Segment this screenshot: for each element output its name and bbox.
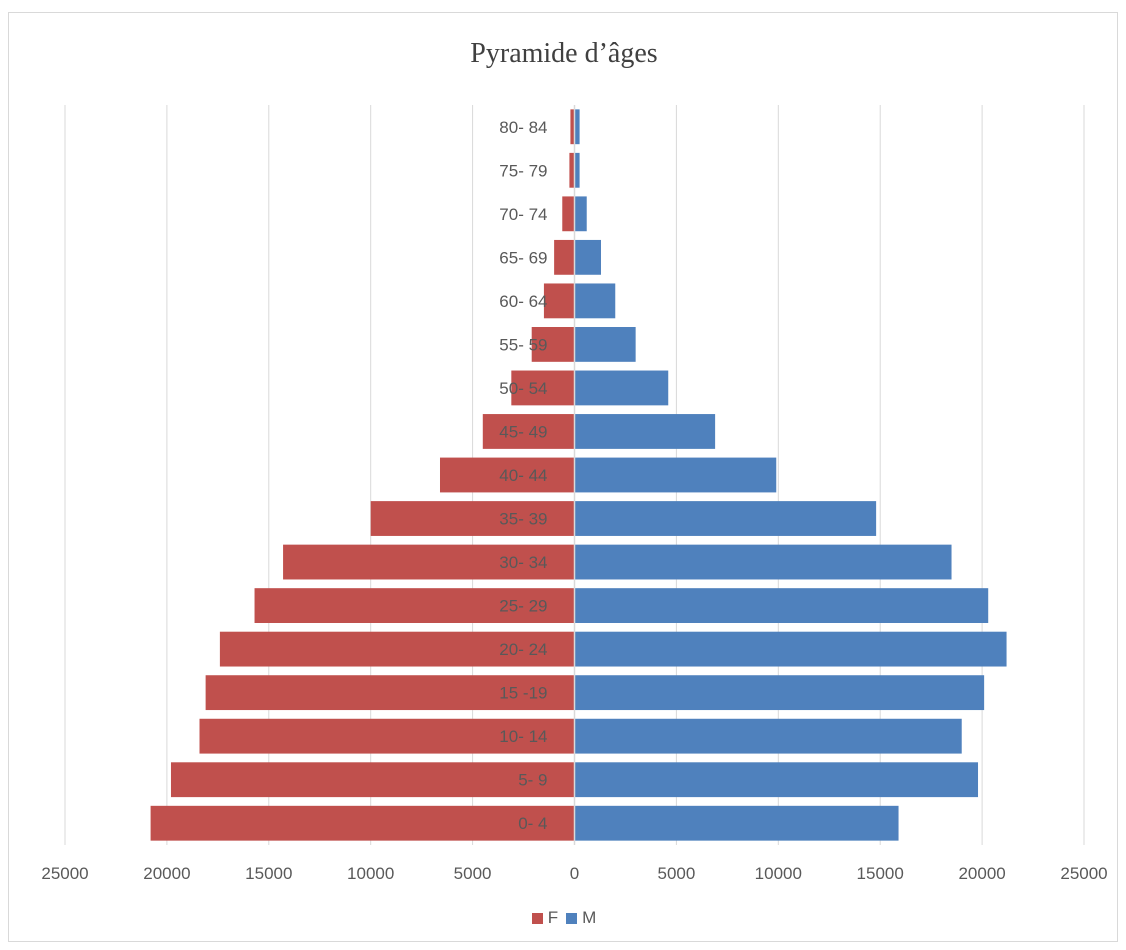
- category-label: 25- 29: [499, 597, 547, 616]
- bar-m: [574, 501, 877, 536]
- bar-m: [574, 414, 716, 449]
- bar-f: [254, 588, 575, 623]
- category-label: 45- 49: [499, 422, 547, 441]
- x-tick-label: 0: [570, 864, 579, 883]
- bar-f: [150, 805, 575, 841]
- x-tick-label: 10000: [755, 864, 802, 883]
- chart-title: Pyramide d’âges: [470, 38, 658, 69]
- bar-m: [574, 718, 962, 754]
- x-tick-label: 5000: [454, 864, 492, 883]
- x-tick-label: 20000: [958, 864, 1005, 883]
- legend-item: F: [531, 908, 559, 928]
- bar-m: [574, 109, 580, 145]
- category-labels: 0- 4 5- 9 10- 14 15 -19 20- 24 25- 29 30- 34 35…: [499, 118, 547, 833]
- x-tick-label: 25000: [41, 864, 88, 883]
- category-label: 10- 14: [499, 727, 547, 746]
- bar-m: [574, 762, 979, 798]
- bar-m: [574, 370, 669, 406]
- bar-f: [570, 109, 575, 145]
- x-tick-label: 10000: [347, 864, 394, 883]
- chart-plot: 0- 4 5- 9 10- 14 15 -19 20- 24 25- 29 30- 34 35…: [41, 105, 1108, 883]
- chart-frame: Pyramide d’âges 0- 4 5- 9 10- 14 15 -19 20- …: [8, 12, 1118, 942]
- category-label: 75- 79: [499, 161, 547, 180]
- category-label: 35- 39: [499, 510, 547, 529]
- bar-f: [370, 501, 575, 536]
- bar-f: [511, 370, 575, 406]
- bar-f: [219, 631, 575, 667]
- category-label: 80- 84: [499, 118, 547, 137]
- bar-m: [574, 283, 616, 319]
- legend-label: M: [582, 908, 597, 927]
- bar-m: [574, 675, 985, 711]
- bar-f: [205, 675, 575, 711]
- category-label: 65- 69: [499, 248, 547, 267]
- bar-m: [574, 457, 777, 493]
- bar-f: [439, 457, 575, 493]
- bar-f: [554, 239, 575, 275]
- bar-f: [482, 414, 575, 449]
- category-label: 20- 24: [499, 640, 547, 659]
- bars: [150, 109, 1007, 841]
- bar-m: [574, 239, 601, 275]
- bar-m: [574, 544, 952, 580]
- category-label: 30- 34: [499, 553, 547, 572]
- legend-item: M: [566, 908, 596, 928]
- x-tick-label: 5000: [657, 864, 695, 883]
- category-label: 60- 64: [499, 292, 547, 311]
- bar-f: [562, 196, 575, 232]
- bar-m: [574, 588, 989, 623]
- bar-m: [574, 196, 587, 232]
- legend-swatch: [531, 913, 543, 924]
- legend-label: F: [547, 908, 559, 927]
- category-label: 40- 44: [499, 466, 547, 485]
- bar-f: [543, 283, 575, 319]
- category-label: 50- 54: [499, 379, 547, 398]
- x-tick-label: 15000: [245, 864, 292, 883]
- category-label: 70- 74: [499, 205, 547, 224]
- bar-m: [574, 152, 580, 188]
- x-tick-label: 25000: [1060, 864, 1107, 883]
- category-label: 55- 59: [499, 335, 547, 354]
- bar-m: [574, 805, 899, 841]
- category-label: 0- 4: [518, 814, 547, 833]
- legend-swatch: [566, 913, 578, 924]
- bar-f: [569, 152, 575, 188]
- bar-f: [283, 544, 575, 580]
- bar-f: [170, 762, 575, 798]
- bar-f: [199, 718, 575, 754]
- category-label: 15 -19: [499, 684, 547, 703]
- x-tick-labels: 25000 20000 15000 10000 5000 0 5000 10000 15000 2…: [41, 864, 1107, 883]
- x-tick-label: 20000: [143, 864, 190, 883]
- x-tick-label: 15000: [857, 864, 904, 883]
- bar-f: [531, 327, 575, 362]
- category-label: 5- 9: [518, 771, 547, 790]
- bar-m: [574, 327, 636, 362]
- bar-m: [574, 631, 1007, 667]
